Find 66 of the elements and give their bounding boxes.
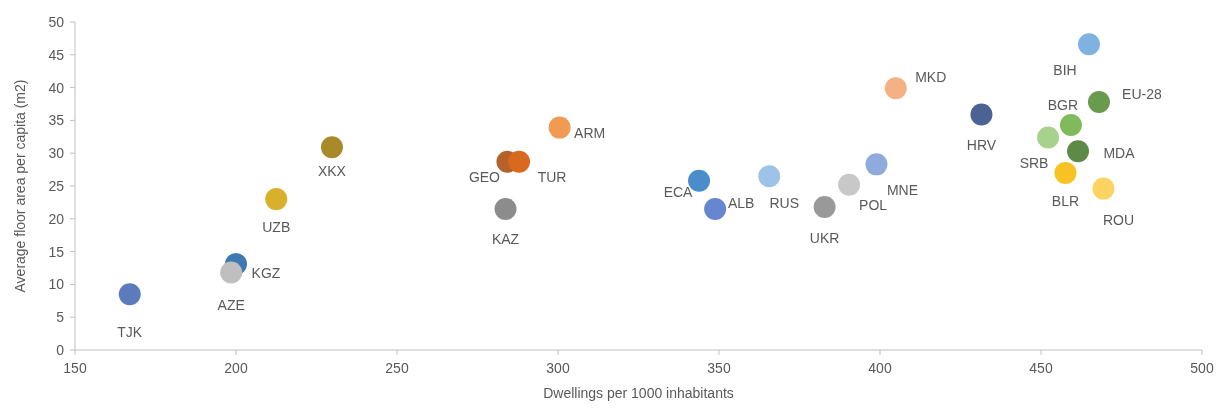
series-label: BIH	[1053, 62, 1077, 79]
series-label: BLR	[1051, 192, 1080, 209]
point	[1087, 91, 1110, 114]
series-label: KAZ	[491, 230, 520, 247]
point	[1054, 161, 1077, 184]
point	[1092, 177, 1115, 200]
series-label: MKD	[915, 69, 947, 86]
series-label: UZB	[262, 219, 291, 236]
series-label: UKR	[809, 229, 840, 246]
point	[704, 197, 727, 220]
point	[1059, 113, 1082, 136]
y-tick-label: 15	[48, 243, 65, 260]
series-label: AZE	[217, 296, 245, 313]
series-label: TUR	[537, 168, 567, 185]
y-axis-title: Average floor area per capita (m2)	[12, 79, 28, 293]
series-label: ECA	[663, 183, 694, 200]
point	[508, 150, 531, 173]
series-label: MDA	[1103, 145, 1136, 162]
series-label: MNE	[886, 182, 919, 199]
x-tick-label: 400	[868, 360, 892, 376]
series-label: EU-28	[1122, 86, 1163, 103]
x-axis-title: Dwellings per 1000 inhabitants	[543, 385, 734, 401]
x-tick-label: 350	[707, 360, 731, 376]
y-tick-label: 0	[56, 342, 65, 358]
point	[1067, 140, 1090, 163]
series-label: RUS	[769, 195, 800, 212]
y-tick-label: 50	[48, 14, 65, 30]
point	[758, 165, 781, 188]
x-tick-label: 150	[63, 360, 87, 376]
point	[838, 173, 861, 196]
y-tick-label: 35	[48, 112, 65, 129]
x-tick-label: 300	[546, 360, 570, 376]
point	[884, 77, 907, 100]
x-tick-label: 450	[1029, 360, 1053, 376]
y-tick-label: 25	[48, 178, 65, 194]
x-tick-label: 200	[224, 360, 248, 376]
point	[1077, 33, 1100, 56]
point	[548, 116, 571, 139]
series-label: XKX	[317, 163, 347, 180]
point	[118, 283, 141, 306]
series-label: TJK	[117, 324, 143, 341]
x-tick-label: 500	[1190, 360, 1214, 376]
point	[220, 261, 243, 284]
series-label: SRB	[1019, 155, 1049, 172]
point	[813, 195, 836, 218]
point	[1037, 126, 1060, 149]
series-label: KGZ	[251, 265, 281, 282]
point	[865, 153, 888, 176]
series-label: ALB	[727, 194, 755, 211]
series-label: ROU	[1102, 211, 1135, 228]
y-tick-label: 10	[48, 276, 65, 293]
series-label: GEO	[468, 168, 501, 185]
y-tick-label: 5	[56, 309, 65, 326]
point	[320, 136, 343, 159]
point	[494, 197, 517, 220]
series-label: POL	[859, 196, 888, 213]
point	[970, 103, 993, 126]
series-label: ARM	[574, 124, 606, 141]
y-tick-label: 30	[48, 145, 65, 162]
x-tick-label: 250	[385, 360, 409, 376]
series-label: HRV	[966, 137, 997, 154]
y-tick-label: 20	[48, 210, 65, 227]
y-tick-label: 40	[48, 79, 65, 96]
point	[265, 188, 288, 211]
y-tick-label: 45	[48, 46, 65, 63]
series-label: BGR	[1047, 96, 1079, 113]
